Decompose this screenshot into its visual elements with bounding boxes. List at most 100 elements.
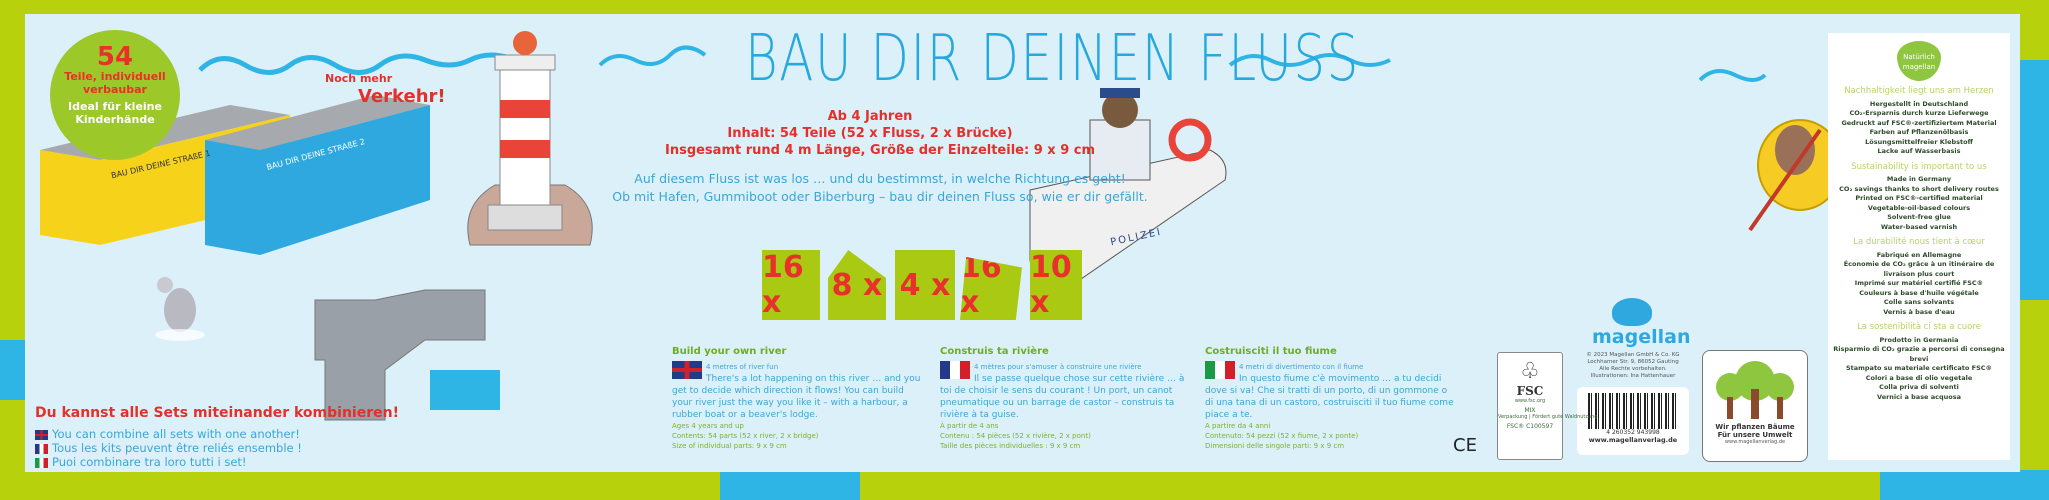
copyright: © 2023 Magellan GmbH & Co. KG Lochhamer …: [1578, 352, 1688, 380]
sustainability-heading: La sostenibilità ci sta a cuore: [1857, 322, 1981, 332]
column-sub: 4 metri di divertimento con il fiume: [1239, 363, 1364, 371]
copyright-line: © 2023 Magellan GmbH & Co. KG: [1586, 352, 1680, 358]
uk-flag-icon: [672, 361, 702, 379]
copyright-line: Illustrationen: Ina Hattenhauer: [1590, 373, 1676, 379]
trees-icon: [1716, 361, 1794, 419]
uk-flag-icon: [35, 430, 48, 440]
column-heading: Build your own river: [672, 346, 787, 357]
sustainability-heading: Sustainability is important to us: [1851, 161, 1987, 172]
water-puzzle-piece: [1880, 470, 2049, 500]
copyright-line: Lochhamer Str. 9, 86052 Gauting: [1587, 359, 1679, 365]
column-text: Il se passe quelque chose sur cette rivi…: [940, 374, 1185, 420]
sustainability-item: Printed on FSC®-certified material: [1855, 194, 1983, 202]
sustainability-item: Farben auf Pflanzenölbasis: [1869, 128, 1969, 136]
whale-logo-icon: [1612, 298, 1652, 326]
sustainability-item: Lösungsmittelfreier Klebstoff: [1865, 137, 1973, 146]
sustainability-item: Vernici a base acquosa: [1877, 392, 1961, 401]
column-meta: Dimensioni delle singole parti: 9 x 9 cm: [1205, 442, 1345, 450]
piece-junction: 4 x: [895, 250, 955, 320]
product-title: BAU DIR DEINEN FLUSS: [745, 22, 1360, 96]
sustainability-item: Imprimé sur matériel certifié FSC®: [1854, 279, 1984, 287]
info-contents: Inhalt: 54 Teile (52 x Fluss, 2 x Brücke…: [727, 126, 1013, 141]
combine-heading: Du kannst alle Sets miteinander kombinie…: [35, 405, 399, 421]
column-meta: À partir de 4 ans: [940, 422, 999, 430]
piece-end: 10 x: [1030, 250, 1082, 320]
column-heading: Construis ta rivière: [940, 346, 1049, 357]
combine-en-text: You can combine all sets with one anothe…: [52, 427, 300, 441]
badge-line1: Teile, individuell verbaubar: [64, 70, 166, 96]
column-meta: Size of individual parts: 9 x 9 cm: [672, 442, 787, 450]
brand-url: www.magellanverlag.de: [1588, 436, 1678, 444]
france-flag-icon: [940, 361, 970, 379]
info-age: Ab 4 Jahren: [827, 109, 913, 124]
column-text: There's a lot happening on this river … …: [672, 374, 921, 420]
wave-line: [1698, 69, 1767, 82]
water-puzzle-piece: [0, 340, 25, 400]
sustainability-panel: Natürlich magellan Nachhaltigkeit liegt …: [1828, 33, 2010, 460]
promo-big: Verkehr!: [358, 86, 446, 107]
column-meta: Contenuto: 54 pezzi (52 x fiume, 2 x pon…: [1205, 432, 1359, 440]
italy-flag-icon: [1205, 361, 1235, 379]
barcode: [1588, 393, 1678, 429]
badge-line2: Ideal für kleine Kinderhände: [68, 100, 162, 126]
barcode-number: 4 260352 943998: [1606, 429, 1660, 436]
sustainability-item: Colla priva di solventi: [1879, 383, 1959, 391]
tree-planting-badge: Wir pflanzen Bäume Für unsere Umwelt www…: [1702, 350, 1808, 462]
trees-line1: Wir pflanzen Bäume: [1715, 423, 1795, 431]
sustainability-heading: La durabilité nous tient à cœur: [1853, 237, 1985, 247]
column-meta: Taille des pièces individuelles : 9 x 9 …: [940, 442, 1081, 450]
column-italian: Costruisciti il tuo fiume 4 metri di div…: [1205, 346, 1455, 451]
wave-line: [1228, 53, 1391, 67]
fsc-code: FSC® C100597: [1506, 423, 1554, 430]
column-sub: 4 metres of river fun: [706, 363, 779, 371]
sustainability-item: Fabriqué en Allemagne: [1876, 250, 1962, 259]
ce-mark: CE: [1453, 435, 1477, 456]
trees-line2: Für unsere Umwelt: [1717, 431, 1793, 439]
wave-line: [198, 52, 516, 75]
combine-it-text: Puoi combinare tra loro tutti i set!: [52, 455, 247, 469]
sustainability-item: Solvent-free glue: [1887, 213, 1951, 221]
fsc-mix: MIX: [1524, 407, 1536, 414]
brand-name: magellan: [1592, 326, 1691, 348]
column-french: Construis ta rivière 4 mètres pour s'amu…: [940, 346, 1190, 451]
sustainability-item: Risparmio di CO₂ grazie a percorsi di co…: [1833, 345, 2005, 363]
column-meta: Contents: 54 parts (52 x river, 2 x brid…: [672, 432, 819, 440]
sustainability-item: Made in Germany: [1886, 175, 1952, 183]
sustainability-item: Stampato su materiale certificato FSC®: [1845, 364, 1993, 372]
sustainability-item: CO₂ savings thanks to short delivery rou…: [1839, 184, 1999, 193]
fsc-site: www.fsc.org: [1514, 398, 1546, 404]
piece-straight: 16 x: [762, 250, 820, 320]
barcode-box: 4 260352 943998 www.magellanverlag.de: [1577, 387, 1689, 455]
mouse-illustration: [155, 277, 205, 341]
combine-it: Puoi combinare tra loro tutti i set!: [35, 456, 247, 469]
road-track-pieces: [314, 289, 500, 421]
sustainability-item: Vernis à base d'eau: [1883, 307, 1955, 316]
column-meta: Contenu : 54 pièces (52 x rivière, 2 x p…: [940, 432, 1091, 440]
fsc-label: ♧ FSC www.fsc.org MIX Verpackung | Förde…: [1497, 352, 1598, 460]
sustainability-item: Colori a base di olio vegetale: [1865, 373, 1973, 382]
info-size: Insgesamt rund 4 m Länge, Größe der Einz…: [664, 143, 1096, 158]
sustainability-item: Prodotto in Germania: [1879, 335, 1959, 344]
italy-flag-icon: [35, 458, 48, 468]
sustainability-item: Couleurs à base d'huile végétale: [1859, 288, 1979, 297]
fsc-tree-icon: ♧: [1520, 359, 1540, 384]
description-line: Auf diesem Fluss ist was los … und du be…: [634, 171, 1126, 186]
lighthouse-illustration: [467, 31, 593, 246]
natuerlich-heart-logo: Natürlich magellan: [1897, 41, 1941, 81]
combine-fr: Tous les kits peuvent être reliés ensemb…: [35, 442, 302, 455]
badge-count: 54: [96, 42, 134, 72]
water-puzzle-piece: [720, 470, 860, 500]
promo-small: Noch mehr: [325, 72, 393, 85]
sustainability-item: Économie de CO₂ grâce à un itinéraire de…: [1843, 260, 1995, 278]
sustainability-item: Water-based varnish: [1880, 222, 1958, 231]
column-meta: A partire da 4 anni: [1205, 422, 1271, 430]
copyright-line: Alle Rechte vorbehalten.: [1599, 366, 1667, 372]
column-heading: Costruisciti il tuo fiume: [1205, 346, 1337, 357]
wave-line: [598, 45, 707, 67]
sustainability-item: Colle sans solvants: [1883, 298, 1955, 306]
trees-url: www.magellanverlag.de: [1724, 439, 1786, 445]
description-line: Ob mit Hafen, Gummiboot oder Biberburg –…: [612, 189, 1148, 204]
column-sub: 4 mètres pour s'amuser à construire une …: [974, 363, 1142, 371]
sustainability-item: Gedruckt auf FSC®-zertifiziertem Materia…: [1841, 118, 1997, 127]
